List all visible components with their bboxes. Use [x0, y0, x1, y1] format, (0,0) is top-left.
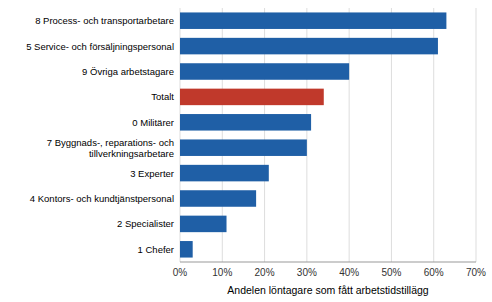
axis-line: [180, 262, 476, 263]
tick-label: 60%: [424, 267, 444, 278]
bar: [180, 38, 438, 55]
x-axis-label: Andelen löntagare som fått arbetstidstil…: [227, 284, 429, 296]
tick-label: 40%: [339, 267, 359, 278]
bar: [180, 12, 446, 29]
category-label: 0 Militärer: [132, 117, 174, 128]
x-axis: 0% 10% 20% 30% 40% 50% 60% 70%: [173, 267, 486, 278]
bar: [180, 89, 324, 106]
y-axis: 1 Chefer 2 Specialister 4 Kontors- och kun…: [26, 15, 174, 255]
category-label: 8 Process- och transportarbetare: [35, 15, 174, 26]
bars: [180, 12, 446, 257]
bar: [180, 216, 227, 233]
bar: [180, 139, 307, 156]
tick-label: 10%: [212, 267, 232, 278]
tick-label: 70%: [466, 267, 486, 278]
bar: [180, 165, 269, 182]
category-label: 2 Specialister: [117, 218, 174, 229]
category-label: 1 Chefer: [138, 244, 174, 255]
chart: 0% 10% 20% 30% 40% 50% 60% 70% 1 Chefer 2 Special…: [0, 0, 492, 302]
bar: [180, 190, 256, 207]
tick-label: 20%: [255, 267, 275, 278]
bar: [180, 63, 349, 80]
grid: [180, 8, 476, 262]
bar: [180, 114, 311, 131]
tick-label: 50%: [381, 267, 401, 278]
category-label: 4 Kontors- och kundtjänstpersonal: [30, 193, 174, 204]
category-label: 9 Övriga arbetstagare: [82, 66, 174, 77]
category-label: 7 Byggnads-, reparations- ochtillverknin…: [47, 137, 174, 159]
category-label: Totalt: [151, 91, 174, 102]
grid-line: [476, 8, 477, 262]
category-label: 5 Service- och försäljningspersonal: [26, 41, 174, 52]
bar: [180, 241, 193, 258]
tick-label: 30%: [297, 267, 317, 278]
tick-label: 0%: [173, 267, 188, 278]
category-label: 3 Experter: [130, 168, 174, 179]
